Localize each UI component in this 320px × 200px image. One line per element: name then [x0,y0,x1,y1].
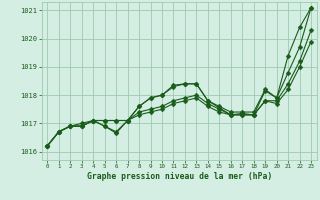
X-axis label: Graphe pression niveau de la mer (hPa): Graphe pression niveau de la mer (hPa) [87,172,272,181]
